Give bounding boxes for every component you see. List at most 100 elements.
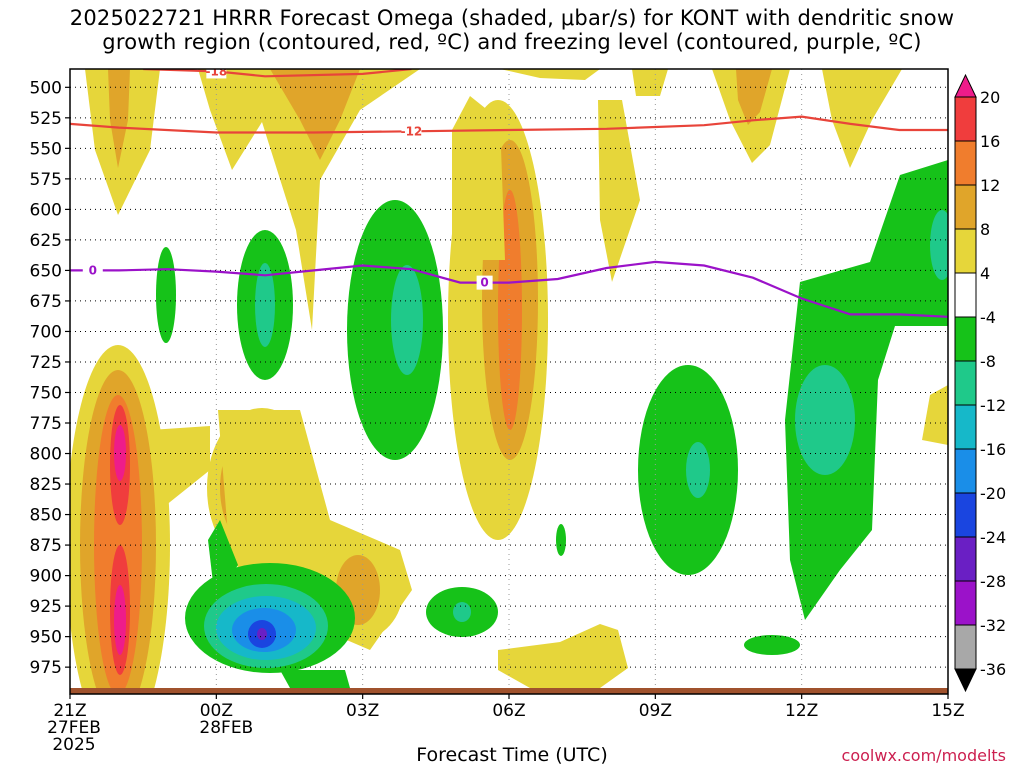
omega-green-right xyxy=(785,160,948,620)
x-tick-label-0-2: 2025 xyxy=(52,735,95,755)
y-tick-label-575: 575 xyxy=(30,170,62,190)
x-tick-label-9-0: 06Z xyxy=(492,701,525,721)
colorbar-label-5: -4 xyxy=(980,308,996,327)
colorbar-bottom-arrow xyxy=(954,668,977,693)
omega-green-small-ring-0 xyxy=(156,247,176,343)
plot-area: -18 -12 0 0 xyxy=(69,64,949,695)
colorbar-segment-9 xyxy=(954,492,977,538)
y-tick-label-900: 900 xyxy=(30,567,62,587)
colorbar-label-6: -8 xyxy=(980,352,996,371)
gridlines xyxy=(70,69,948,694)
x-tick-label-0-0: 21Z xyxy=(53,701,86,721)
colorbar-segment-3 xyxy=(954,228,977,274)
y-tick-label-725: 725 xyxy=(30,353,62,373)
colorbar-segment-8 xyxy=(954,448,977,494)
omega-lower-yellow-07z xyxy=(498,624,628,688)
colorbar-segment-10 xyxy=(954,536,977,582)
omega-far-right-yellow xyxy=(922,385,948,445)
colorbar-segment-6 xyxy=(954,360,977,406)
omega-left-lower-ring-2 xyxy=(94,395,142,694)
omega-teal-far-ring-0 xyxy=(930,210,948,280)
colorbar-label-11: -28 xyxy=(980,572,1006,591)
omega-green-03z-ring-1 xyxy=(391,265,423,375)
omega-top-orange-right3 xyxy=(736,69,772,125)
colorbar-segment-7 xyxy=(954,404,977,450)
omega-blue-core-ring-5 xyxy=(257,628,267,640)
colorbar-segment-11 xyxy=(954,580,977,626)
y-tick-label-850: 850 xyxy=(30,506,62,526)
omega-top-yellow-right2 xyxy=(632,69,668,96)
omega-teal-right-ring-0 xyxy=(795,365,855,475)
y-tick-label-650: 650 xyxy=(30,261,62,281)
chart-title-line2: growth region (contoured, red, ºC) and f… xyxy=(102,30,922,54)
y-tick-label-800: 800 xyxy=(30,445,62,465)
y-tick-label-675: 675 xyxy=(30,292,62,312)
colorbar-label-7: -12 xyxy=(980,396,1006,415)
x-tick-label-0-1: 27FEB xyxy=(47,718,101,738)
contour-label-2: 0 xyxy=(89,263,97,277)
colorbar-segment-4 xyxy=(954,272,977,318)
colorbar-label-10: -24 xyxy=(980,528,1006,547)
x-tick-label-12-0: 09Z xyxy=(639,701,672,721)
omega-left-lower-ext xyxy=(150,426,210,510)
colorbar-segment-12 xyxy=(954,624,977,670)
y-tick-label-600: 600 xyxy=(30,200,62,220)
omega-shading xyxy=(70,69,948,694)
colorbar-label-4: 4 xyxy=(980,264,990,283)
colorbar-segment-0 xyxy=(954,96,977,142)
colorbar-top-arrow xyxy=(954,73,977,98)
contour-label-bg-0 xyxy=(206,69,227,79)
colorbar-label-8: -16 xyxy=(980,440,1006,459)
y-tick-label-975: 975 xyxy=(30,658,62,678)
omega-top-orange-left xyxy=(108,69,130,168)
chart-title-line1: 2025022721 HRRR Forecast Omega (shaded, … xyxy=(69,6,955,30)
colorbar-label-9: -20 xyxy=(980,484,1006,503)
contour-label-0: -18 xyxy=(205,64,227,78)
y-tick-label-875: 875 xyxy=(30,536,62,556)
contour-dendritic-snow-growth-region-0 xyxy=(143,69,412,78)
contour-label-b-2: 0 xyxy=(480,276,488,290)
colorbar-label-3: 8 xyxy=(980,220,990,239)
y-tick-label-500: 500 xyxy=(30,78,62,98)
contour-label-1: -12 xyxy=(401,124,423,138)
omega-left-lower-ring-6 xyxy=(114,425,126,481)
y-axis: 500 525 550 575 600 625 650 675 700 725 750 775 800 8… xyxy=(30,78,70,678)
x-tick-label-18-0: 15Z xyxy=(931,701,964,721)
contour-label-bg-1 xyxy=(401,124,422,139)
y-tick-label-775: 775 xyxy=(30,414,62,434)
colorbar-label-13: -36 xyxy=(980,660,1006,679)
colorbar-label-12: -32 xyxy=(980,616,1006,635)
x-tick-label-6-0: 03Z xyxy=(346,701,379,721)
x-tick-label-3-0: 00Z xyxy=(200,701,233,721)
colorbar: 20 16 12 8 4 -4 -8 -12 -16 -20 -24 -28 -32 -36 xyxy=(954,73,1006,693)
omega-col-06z-top xyxy=(452,96,505,260)
colorbar-segment-5 xyxy=(954,316,977,362)
omega-green-tiny-ring-0 xyxy=(556,524,566,556)
omega-blue-core-base xyxy=(280,670,350,688)
y-tick-label-525: 525 xyxy=(30,109,62,129)
omega-blue-core-tail xyxy=(208,520,238,600)
omega-green-10z-ring-1 xyxy=(686,442,710,498)
contour-dendritic-snow-growth-region-1 xyxy=(70,115,948,134)
omega-green-00z-ring-1 xyxy=(255,263,275,347)
omega-top-yellow-upper-b xyxy=(598,100,640,282)
terrain-strip xyxy=(70,688,948,694)
y-tick-label-750: 750 xyxy=(30,383,62,403)
colorbar-label-0: 20 xyxy=(980,88,1000,107)
omega-left-lower-ring-5 xyxy=(114,585,126,655)
colorbar-segment-2 xyxy=(954,184,977,230)
chart-title: 2025022721 HRRR Forecast Omega (shaded, … xyxy=(0,6,1024,54)
omega-top-yellow-far xyxy=(822,69,902,168)
y-tick-label-550: 550 xyxy=(30,139,62,159)
colorbar-segment-1 xyxy=(954,140,977,186)
omega-top-yellow-mid xyxy=(198,69,420,330)
omega-green-0530z-ring-1 xyxy=(453,602,471,622)
credit-link[interactable]: coolwx.com/modelts xyxy=(841,746,1006,765)
colorbar-label-2: 12 xyxy=(980,176,1000,195)
x-tick-label-3-1: 28FEB xyxy=(199,718,253,738)
colorbar-label-1: 16 xyxy=(980,132,1000,151)
omega-top-orange-mid xyxy=(270,69,360,160)
y-tick-label-625: 625 xyxy=(30,231,62,251)
